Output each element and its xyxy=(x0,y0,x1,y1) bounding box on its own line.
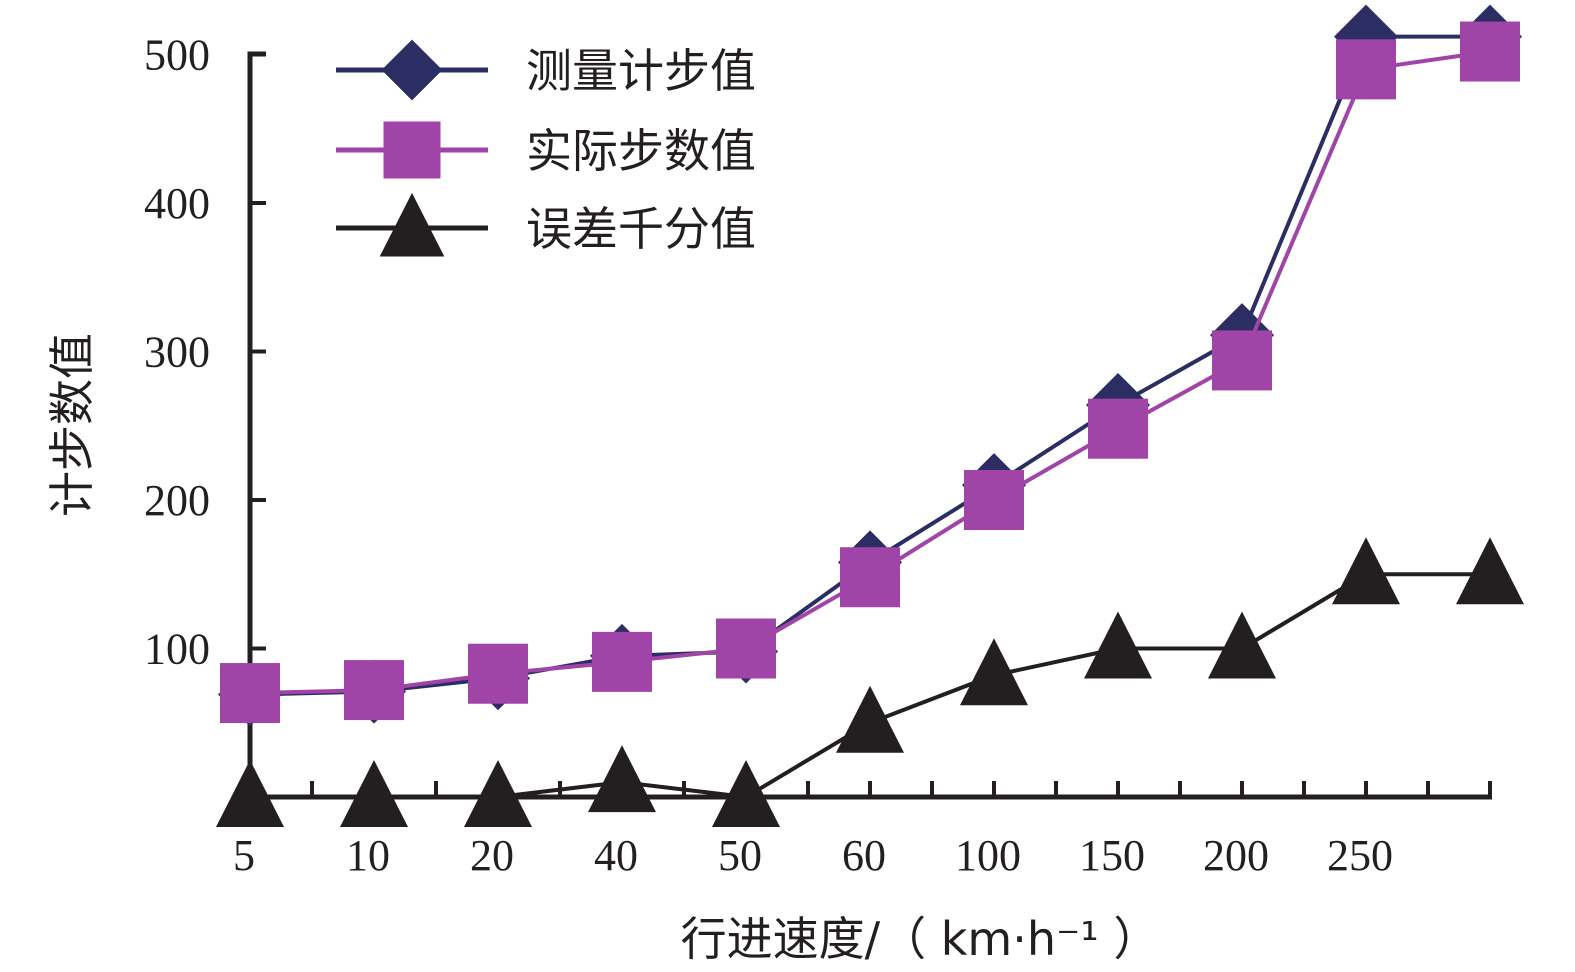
y-tick-label: 100 xyxy=(144,625,210,674)
data-point xyxy=(1336,39,1396,100)
x-tick-label: 250 xyxy=(1327,831,1393,880)
data-point xyxy=(1208,611,1276,679)
data-point xyxy=(1460,21,1520,82)
y-tick-label: 300 xyxy=(144,328,210,377)
data-point xyxy=(716,618,776,679)
data-point xyxy=(220,663,280,724)
x-tick-label: 200 xyxy=(1203,831,1269,880)
x-tick-label: 150 xyxy=(1079,831,1145,880)
data-point xyxy=(840,547,900,608)
x-tick-label: 40 xyxy=(594,831,638,880)
legend-item: 实际步数值 xyxy=(336,121,756,179)
legend-item: 误差千分值 xyxy=(336,192,756,257)
legend-label: 实际步数值 xyxy=(526,124,756,178)
legend-label: 测量计步值 xyxy=(526,44,756,98)
x-tick-label: 60 xyxy=(842,831,886,880)
data-point xyxy=(468,643,528,704)
data-point xyxy=(464,760,532,827)
x-axis-title: 行进速度/（ km·h⁻¹ ） xyxy=(681,912,1160,966)
data-point xyxy=(340,760,408,827)
x-tick-label: 5 xyxy=(233,831,255,880)
legend-label: 误差千分值 xyxy=(526,202,756,256)
data-point xyxy=(960,638,1028,706)
x-tick-label: 20 xyxy=(470,831,514,880)
series-1 xyxy=(218,4,1522,727)
legend-marker xyxy=(379,192,445,257)
x-tick-label: 10 xyxy=(346,831,390,880)
data-point xyxy=(1212,330,1272,391)
data-point xyxy=(964,470,1024,530)
data-point xyxy=(592,631,652,692)
data-point xyxy=(344,660,404,721)
legend-marker xyxy=(381,39,443,101)
legend-marker xyxy=(383,121,441,179)
y-axis-title: 计步数值 xyxy=(45,333,99,517)
x-tick-label: 50 xyxy=(718,831,762,880)
data-point xyxy=(216,760,284,827)
series-2 xyxy=(220,21,1520,724)
legend-item: 测量计步值 xyxy=(336,39,756,101)
y-tick-label: 400 xyxy=(144,179,210,228)
data-point xyxy=(836,685,904,753)
series-layer xyxy=(216,4,1524,827)
x-tick-label: 100 xyxy=(955,831,1021,880)
data-point xyxy=(1088,398,1148,459)
series-3 xyxy=(216,537,1524,827)
data-point xyxy=(1456,537,1524,605)
data-point xyxy=(1084,611,1152,679)
data-point xyxy=(588,745,656,813)
data-point xyxy=(1332,537,1400,605)
y-tick-label: 200 xyxy=(144,476,210,525)
data-point xyxy=(712,760,780,827)
axes: 100 200 300 400 500 5 10 20 40 50 60 100 150 200 250 xyxy=(144,31,1492,880)
y-tick-label: 500 xyxy=(144,31,210,80)
